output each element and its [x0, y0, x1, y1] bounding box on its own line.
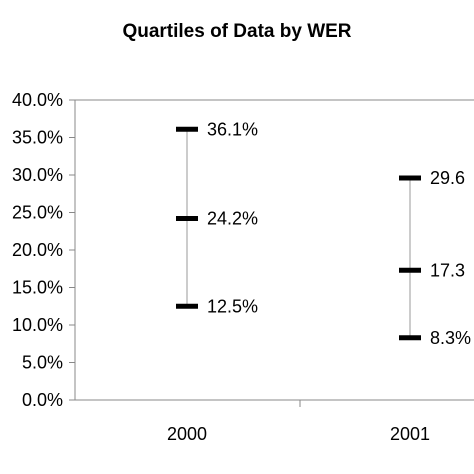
q3-data-label: 29.6 [430, 168, 465, 188]
q3-data-label: 36.1% [207, 119, 258, 139]
y-tick-label: 20.0% [12, 240, 63, 260]
y-tick-label: 35.0% [12, 128, 63, 148]
median-data-label: 17.3 [430, 260, 465, 280]
median-data-label: 24.2% [207, 209, 258, 229]
q1-data-label: 12.5% [207, 296, 258, 316]
chart-title: Quartiles of Data by WER [122, 21, 351, 42]
quartile-series: 36.1% 24.2% 12.5% 29.6 17.3 8.3% [176, 119, 471, 348]
y-axis: 0.0% 5.0% 10.0% 15.0% 20.0% 25.0% 30.0% 35.0% 40… [12, 90, 75, 410]
y-tick-label: 10.0% [12, 315, 63, 335]
y-tick-label: 30.0% [12, 165, 63, 185]
q1-data-label: 8.3% [430, 328, 471, 348]
x-category-label: 2001 [390, 424, 430, 444]
y-tick-label: 0.0% [22, 390, 63, 410]
y-tick-label: 40.0% [12, 90, 63, 110]
y-tick-label: 15.0% [12, 278, 63, 298]
x-category-label: 2000 [167, 424, 207, 444]
y-tick-label: 25.0% [12, 203, 63, 223]
plot-area [74, 99, 474, 401]
y-tick-label: 5.0% [22, 353, 63, 373]
x-axis: 2000 2001 [167, 424, 430, 444]
